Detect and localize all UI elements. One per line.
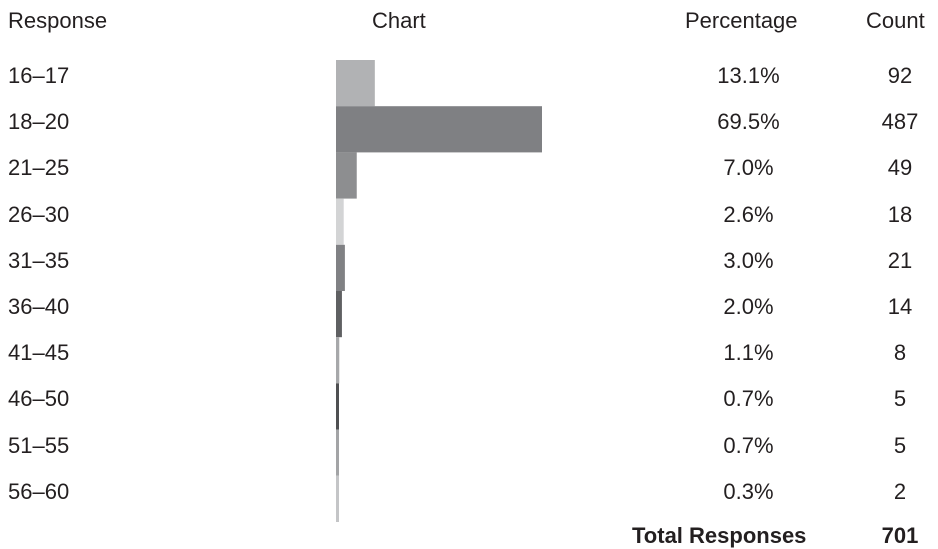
table-row: 26–30 2.6% 18: [0, 200, 938, 246]
percentage-column-header: Percentage: [685, 8, 798, 33]
count-value: 487: [881, 109, 919, 135]
response-label: 46–50: [8, 386, 70, 412]
response-label: 21–25: [8, 155, 70, 181]
table-row: 46–50 0.7% 5: [0, 384, 938, 430]
response-label: 51–55: [8, 432, 70, 458]
table-row: 51–55 0.7% 5: [0, 431, 938, 477]
bar-8: [336, 383, 339, 430]
bar-4: [336, 198, 344, 245]
bar-10: [336, 475, 339, 522]
count-value: 8: [893, 340, 907, 366]
table-row: 56–60 0.3% 2: [0, 477, 938, 523]
table-row: 41–45 1.1% 8: [0, 338, 938, 384]
percentage-value: 2.0%: [723, 294, 774, 319]
response-label: 26–30: [8, 201, 70, 227]
percentage-value: 0.3%: [723, 478, 774, 504]
table-row: 31–35 3.0% 21: [0, 246, 938, 292]
bar-6: [336, 291, 342, 338]
bar-9: [336, 429, 339, 476]
percentage-value: 0.7%: [723, 386, 774, 412]
percentage-value: 0.7%: [723, 432, 774, 458]
bar-3: [336, 152, 357, 199]
count-value: 18: [887, 201, 913, 227]
percentage-value: 69.5%: [717, 109, 780, 135]
response-label: 16–17: [8, 63, 70, 88]
count-value: 2: [893, 478, 907, 504]
bar-1: [336, 60, 375, 107]
total-responses-value: 701: [881, 523, 919, 548]
table-row: 21–25 7.0% 49: [0, 153, 938, 199]
count-value: 21: [887, 247, 913, 273]
percentage-value: 2.6%: [723, 201, 774, 227]
percentage-value: 1.1%: [723, 340, 774, 366]
table-row: 16–17 13.1% 92: [0, 61, 938, 107]
response-label: 41–45: [8, 340, 70, 366]
table-row: 18–20 69.5% 487: [0, 107, 938, 153]
percentage-value: 3.0%: [723, 247, 774, 273]
bar-7: [336, 337, 340, 384]
bar-5: [336, 244, 345, 291]
chart-column-header: Chart: [372, 8, 426, 33]
response-column-header: Response: [8, 8, 108, 33]
count-value: 14: [887, 294, 913, 319]
percentage-value: 7.0%: [723, 155, 774, 181]
percentage-value: 13.1%: [717, 63, 780, 88]
response-label: 56–60: [8, 478, 70, 504]
count-value: 92: [887, 63, 913, 88]
table-row: 36–40 2.0% 14: [0, 292, 938, 338]
response-label: 18–20: [8, 109, 70, 135]
count-column-header: Count: [866, 8, 925, 33]
count-value: 5: [893, 432, 907, 458]
total-responses-label: Total Responses: [632, 523, 807, 548]
count-value: 5: [893, 386, 907, 412]
bar-2: [336, 106, 542, 153]
count-value: 49: [887, 155, 913, 181]
response-label: 31–35: [8, 247, 70, 273]
response-label: 36–40: [8, 294, 70, 319]
